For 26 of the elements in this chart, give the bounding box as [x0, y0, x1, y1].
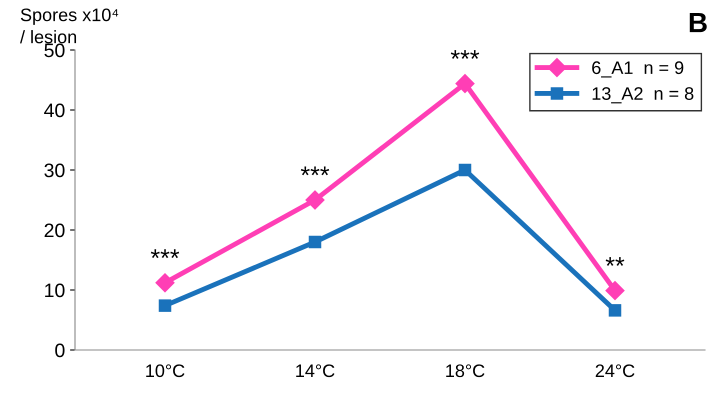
y-tick-label: 50	[44, 43, 65, 58]
point	[305, 190, 325, 210]
y-tick-label: 40	[44, 103, 65, 118]
y-tick-label: 30	[44, 163, 65, 178]
y-tick-label: 20	[44, 223, 65, 238]
point	[308, 236, 322, 248]
annotation: ***	[450, 50, 480, 59]
x-tick-label: 18°C	[446, 364, 484, 378]
point	[608, 304, 622, 317]
y-tick-label: 0	[55, 343, 65, 358]
point	[455, 74, 475, 94]
legend-label: 13_A2 n = 8	[592, 87, 694, 104]
annotation: ***	[150, 249, 180, 258]
annotation: ***	[300, 166, 330, 176]
text: B	[690, 13, 707, 32]
point	[605, 281, 625, 300]
y-tick-label: 10	[45, 283, 65, 298]
annotation: **	[606, 257, 624, 266]
point	[155, 273, 175, 292]
point	[158, 299, 172, 312]
point	[458, 164, 472, 176]
y-axis-title: Spores x10⁴ / lesion	[20, 8, 118, 44]
x-tick-label: 14°C	[296, 364, 334, 378]
x-tick-label: 10°C	[146, 364, 184, 378]
legend-label: 6_A1 n = 9	[592, 61, 684, 78]
x-tick-label: 24°C	[596, 364, 634, 378]
